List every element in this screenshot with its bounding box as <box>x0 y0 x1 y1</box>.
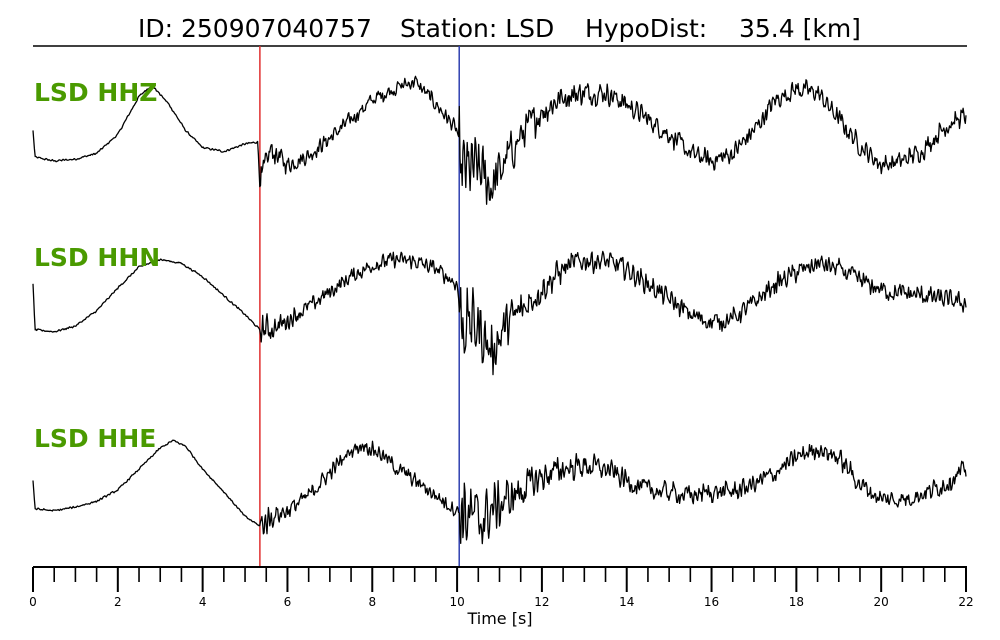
tick-label: 8 <box>368 595 376 609</box>
title-station: Station: LSD <box>400 14 554 43</box>
trace-lsd-hhn <box>32 250 967 376</box>
tick-label: 4 <box>199 595 207 609</box>
tick-label: 22 <box>958 595 973 609</box>
trace-lsd-hhz <box>32 75 967 205</box>
tick-label: 16 <box>704 595 719 609</box>
tick-label: 2 <box>114 595 122 609</box>
tick-label: 12 <box>534 595 549 609</box>
time-axis: 0 2 4 6 8 10 12 14 16 18 20 22 <box>29 566 974 609</box>
title-event-id: ID: 250907040757 <box>138 14 372 43</box>
tick-label: 0 <box>29 595 37 609</box>
trace-labels: LSD HHZ LSD HHN LSD HHE <box>34 78 160 453</box>
waveform-traces <box>32 75 967 545</box>
trace-lsd-hhe <box>32 439 967 545</box>
plot-title: ID: 250907040757 Station: LSD HypoDist: … <box>138 14 861 43</box>
tick-label: 14 <box>619 595 634 609</box>
title-hypodistance: HypoDist: 35.4 [km] <box>585 14 861 43</box>
trace-label-lsd-hhz: LSD HHZ <box>34 78 157 107</box>
tick-label: 6 <box>284 595 292 609</box>
trace-label-lsd-hhe: LSD HHE <box>34 424 156 453</box>
trace-label-lsd-hhn: LSD HHN <box>34 243 160 272</box>
x-axis-label: Time [s] <box>466 609 532 628</box>
tick-label: 18 <box>789 595 804 609</box>
tick-label: 20 <box>874 595 889 609</box>
tick-label: 10 <box>449 595 464 609</box>
